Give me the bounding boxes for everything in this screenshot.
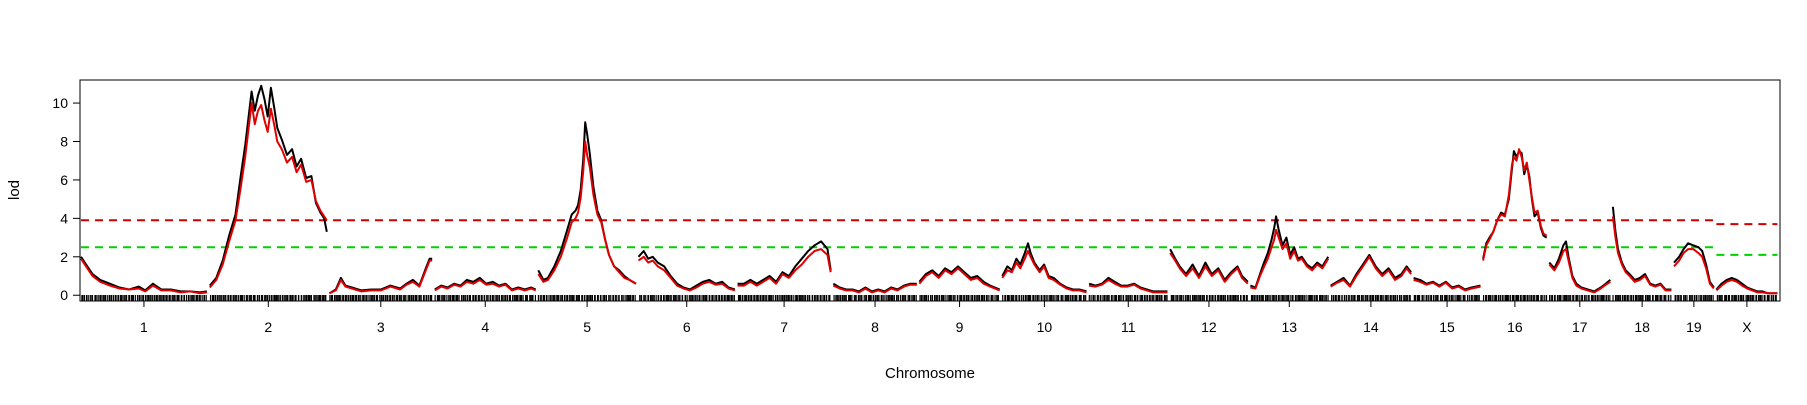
lod-curve-black-chr-7 xyxy=(737,240,832,285)
x-tick-label: 1 xyxy=(140,319,148,335)
lod-curve-black-chr-1 xyxy=(80,256,208,294)
y-tick-label: 4 xyxy=(60,210,68,226)
marker-rug xyxy=(81,295,1777,301)
lod-curve-red-chr-19 xyxy=(1673,248,1715,290)
lod-curve-black-chr-13 xyxy=(1250,215,1330,289)
lod-curve-black-chr-X xyxy=(1715,276,1778,295)
lod-curve-red-chr-16 xyxy=(1482,148,1548,261)
x-tick-label: 2 xyxy=(264,319,272,335)
lod-curve-black-chr-12 xyxy=(1169,248,1249,283)
x-tick-label: 6 xyxy=(683,319,691,335)
lod-curve-red-chr-11 xyxy=(1088,278,1168,294)
lod-curve-red-chr-6 xyxy=(637,255,736,292)
y-tick-label: 10 xyxy=(52,95,68,111)
x-tick-label: 5 xyxy=(583,319,591,335)
plot-frame xyxy=(79,79,1781,302)
lod-curve-red-chr-2 xyxy=(209,102,328,289)
y-tick-label: 2 xyxy=(60,249,68,265)
x-tick-label: 13 xyxy=(1281,319,1297,335)
lod-curve-red-chr-10 xyxy=(1001,250,1087,294)
lod-curve-red-chr-15 xyxy=(1413,278,1481,292)
x-axis-label: Chromosome xyxy=(885,365,975,382)
x-tick-label: 9 xyxy=(956,319,964,335)
x-tick-label: X xyxy=(1742,319,1752,335)
lod-curve-black-chr-5 xyxy=(537,121,637,285)
lod-curve-red-chr-13 xyxy=(1250,228,1330,290)
lod-curve-black-chr-16 xyxy=(1482,150,1548,259)
x-tick-label: 19 xyxy=(1686,319,1702,335)
x-tick-label: 4 xyxy=(481,319,489,335)
y-tick-label: 0 xyxy=(60,287,68,303)
y-tick-label: 8 xyxy=(60,133,68,149)
lod-curve-red-chr-17 xyxy=(1548,248,1611,294)
x-tick-label: 3 xyxy=(377,319,385,335)
lod-curve-black-chr-9 xyxy=(918,265,1001,291)
x-tick-label: 7 xyxy=(780,319,788,335)
lod-curves xyxy=(80,84,1778,295)
lod-curve-red-chr-4 xyxy=(434,278,537,292)
lod-curve-red-chr-5 xyxy=(537,140,637,285)
x-tick-label: 15 xyxy=(1439,319,1455,335)
y-axis: 0 2 4 6 8 10 xyxy=(52,95,80,303)
lod-curve-red-chr-3 xyxy=(328,259,433,295)
x-tick-label: 11 xyxy=(1121,319,1136,335)
lod-curve-red-chr-12 xyxy=(1169,252,1249,285)
lod-curve-red-chr-X xyxy=(1715,278,1778,295)
x-tick-label: 14 xyxy=(1363,319,1379,335)
lod-curve-red-chr-14 xyxy=(1330,255,1412,288)
lod-curve-black-chr-17 xyxy=(1548,240,1611,293)
x-tick-label: 17 xyxy=(1572,319,1588,335)
x-tick-label: 18 xyxy=(1634,319,1650,335)
x-tick-label: 10 xyxy=(1037,319,1053,335)
lod-curve-black-chr-2 xyxy=(209,84,328,287)
lod-curve-red-chr-9 xyxy=(918,267,1001,292)
x-axis: 1 2 3 4 5 6 7 8 9 10 11 12 13 14 15 16 17 18 19 X xyxy=(140,301,1752,335)
threshold-lines xyxy=(80,219,1778,256)
x-tick-label: 12 xyxy=(1201,319,1217,335)
lod-curve-red-chr-1 xyxy=(80,258,208,295)
y-axis-label: lod xyxy=(6,180,23,200)
x-tick-label: 8 xyxy=(871,319,879,335)
lod-curve-red-chr-18 xyxy=(1611,216,1672,292)
x-tick-label: 16 xyxy=(1507,319,1523,335)
lod-curve-red-chr-7 xyxy=(737,248,832,287)
y-tick-label: 6 xyxy=(60,172,68,188)
lod-curve-red-chr-8 xyxy=(832,283,917,294)
lod-curve-black-chr-3 xyxy=(328,257,433,295)
